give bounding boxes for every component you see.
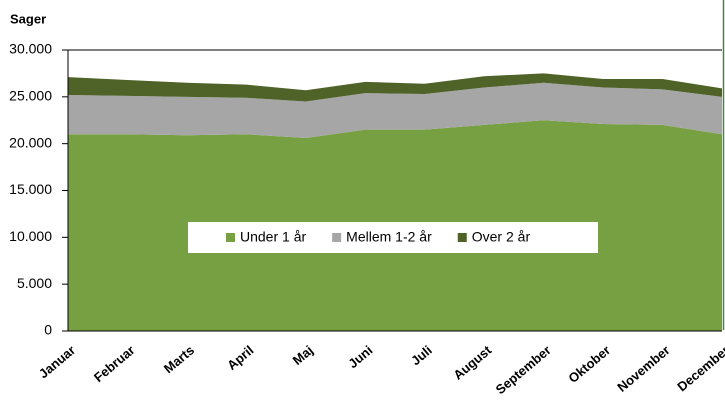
x-tick-label: Juli bbox=[408, 342, 435, 368]
y-tick-label: 0 bbox=[44, 322, 52, 338]
area bbox=[68, 82, 722, 139]
x-tick-label: September bbox=[493, 342, 554, 397]
x-tick-label: Maj bbox=[290, 342, 316, 367]
x-tick-label: April bbox=[224, 342, 256, 373]
y-tick-label: 5.000 bbox=[17, 275, 52, 291]
x-tick-label: Januar bbox=[36, 342, 78, 381]
y-tick-label: 30.000 bbox=[9, 41, 52, 57]
y-tick-label: 20.000 bbox=[9, 134, 52, 150]
y-axis-label: Sager bbox=[10, 11, 46, 26]
legend-swatch bbox=[226, 233, 235, 242]
x-tick-label: Oktober bbox=[565, 342, 613, 386]
y-tick-label: 10.000 bbox=[9, 228, 52, 244]
legend-label: Over 2 år bbox=[472, 229, 531, 245]
x-tick-label: Februar bbox=[91, 342, 138, 385]
x-tick-label: August bbox=[450, 342, 494, 383]
x-tick-label: December bbox=[674, 342, 725, 394]
x-tick-label: November bbox=[614, 342, 672, 394]
y-tick-label: 25.000 bbox=[9, 88, 52, 104]
legend-swatch bbox=[457, 233, 467, 242]
legend-box bbox=[188, 222, 598, 253]
area bbox=[68, 73, 722, 102]
x-tick-label: Juni bbox=[345, 342, 375, 371]
legend: Under 1 år Mellem 1-2 år Over 2 år bbox=[188, 222, 598, 253]
legend-swatch bbox=[332, 233, 342, 242]
legend-label: Mellem 1-2 år bbox=[346, 229, 432, 245]
y-tick-label: 15.000 bbox=[9, 181, 52, 197]
legend-label: Under 1 år bbox=[240, 229, 306, 245]
x-tick-label: Marts bbox=[161, 342, 197, 376]
